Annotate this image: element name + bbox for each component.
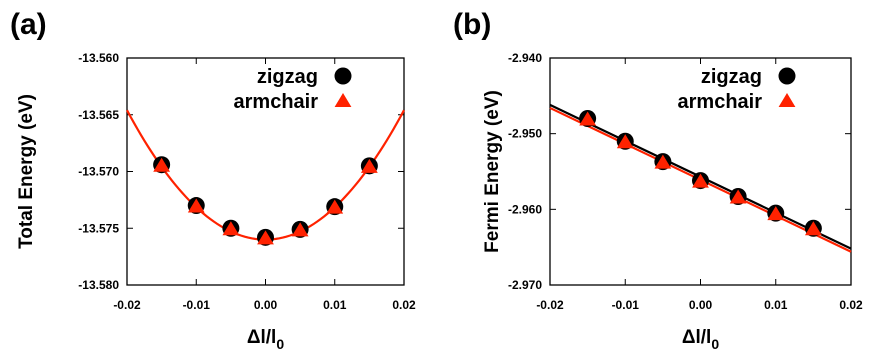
legend-marker-zigzag: [334, 67, 352, 85]
y-tick-label: -13.575: [78, 221, 119, 235]
y-tick-label: -13.580: [78, 278, 119, 292]
y-tick-label: -13.565: [78, 108, 119, 122]
fit-line-0: [126, 109, 405, 241]
y-tick-label: -2.970: [508, 278, 542, 292]
x-tick-label: 0.00: [254, 298, 278, 312]
armchair-point: [804, 221, 822, 236]
legend-label-zigzag: zigzag: [701, 66, 762, 88]
x-tick-label: 0.01: [764, 298, 788, 312]
y-tick-label: -13.560: [78, 51, 119, 65]
armchair-point: [222, 221, 240, 236]
y-tick-label: -13.570: [78, 165, 119, 179]
legend-marker-armchair: [778, 93, 796, 107]
armchair-point: [579, 111, 597, 126]
armchair-point: [692, 173, 709, 188]
armchair-point: [616, 134, 634, 149]
x-axis-label: Δl/l0: [682, 327, 720, 352]
x-tick-label: 0.00: [689, 298, 713, 312]
y-axis-label: Fermi Energy (eV): [482, 90, 503, 253]
armchair-point: [729, 189, 747, 204]
panel-b: (b) -0.02 -0.01 0.00 0.01 0.02 -2.970 -2.960 -2.…: [453, 8, 863, 352]
x-tick-label: -0.01: [183, 298, 211, 312]
y-axis-label: Total Energy (eV): [16, 94, 37, 249]
y-tick-label: -2.950: [508, 127, 542, 141]
y-tick-label: -2.960: [508, 202, 542, 216]
legend-label-armchair: armchair: [234, 91, 319, 113]
x-axis-label-subscript: 0: [711, 336, 719, 352]
armchair-point: [153, 157, 171, 172]
legend-marker-zigzag: [778, 67, 796, 85]
y-tick-label: -2.940: [508, 51, 542, 65]
armchair-point: [654, 154, 672, 169]
x-axis-label-subscript: 0: [276, 336, 284, 352]
x-tick-label: -0.02: [113, 298, 141, 312]
armchair-point: [360, 158, 378, 173]
x-tick-label: -0.02: [536, 298, 564, 312]
legend-marker-armchair: [334, 93, 352, 107]
x-tick-label: 0.01: [323, 298, 347, 312]
x-axis-label-main: Δl/l: [682, 327, 712, 348]
armchair-point: [291, 222, 309, 237]
legend-label-zigzag: zigzag: [257, 66, 318, 88]
x-tick-label: 0.02: [392, 298, 416, 312]
x-tick-label: 0.02: [839, 298, 863, 312]
x-tick-label: -0.01: [612, 298, 640, 312]
legend-label-armchair: armchair: [678, 91, 763, 113]
panel-a: (a) -0.02 -0.01 0.00 0.01 0.02 -13.580 -13.575 -…: [10, 8, 416, 352]
panel-label: (b): [453, 8, 491, 41]
x-axis-label: Δl/l0: [247, 327, 285, 352]
x-axis-label-main: Δl/l: [247, 327, 277, 348]
panel-label: (a): [10, 8, 47, 41]
armchair-point: [257, 230, 274, 245]
armchair-point: [767, 206, 785, 221]
armchair-point: [187, 198, 205, 213]
armchair-point: [326, 199, 344, 214]
